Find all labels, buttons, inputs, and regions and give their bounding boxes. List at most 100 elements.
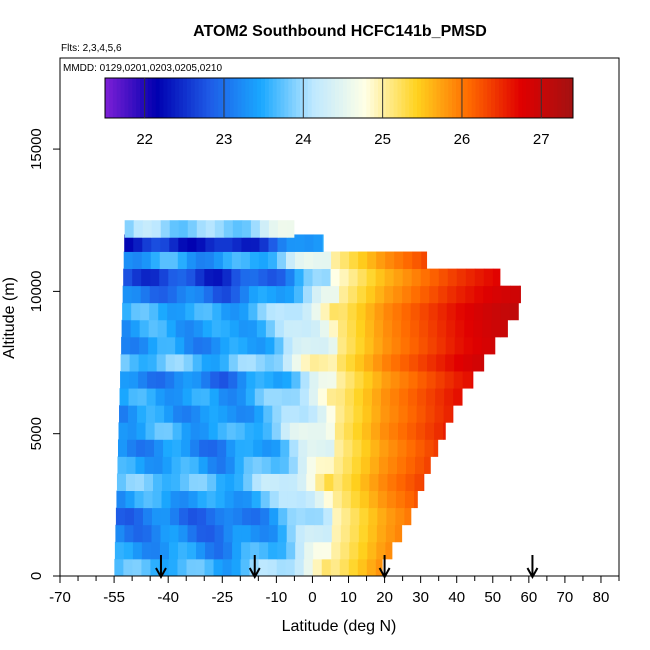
heatmap-cell: [357, 558, 368, 577]
heatmap-cell: [147, 354, 158, 372]
heatmap-cell: [356, 319, 366, 338]
heatmap-cell: [372, 388, 382, 406]
heatmap-cell: [384, 268, 395, 287]
heatmap-cell: [423, 473, 425, 492]
heatmap-cell: [287, 490, 298, 509]
heatmap-cell: [190, 439, 200, 457]
x-tick-label: 0: [308, 589, 316, 606]
heatmap-cell: [307, 422, 318, 440]
heatmap-cell: [126, 456, 136, 474]
heatmap-cell: [366, 268, 377, 287]
colorbar-segment: [311, 78, 317, 118]
heatmap-cell: [175, 336, 185, 355]
heatmap-cell: [282, 354, 293, 372]
colorbar-tick-label: 27: [533, 131, 550, 148]
colorbar-segment: [147, 78, 153, 118]
heatmap-cell: [141, 558, 151, 577]
colorbar-segment: [510, 78, 515, 118]
heatmap-cell: [294, 268, 304, 287]
heatmap-cell: [137, 388, 147, 406]
heatmap-cell: [149, 285, 160, 304]
heatmap-cell: [343, 422, 354, 440]
heatmap-cell: [404, 490, 415, 509]
heatmap-cell: [199, 439, 209, 457]
heatmap-cell: [285, 251, 296, 270]
heatmap-cell: [258, 251, 269, 270]
heatmap-cell: [290, 405, 300, 423]
heatmap-cell: [181, 439, 191, 457]
heatmap-cell: [409, 336, 420, 355]
colorbar-segment: [358, 78, 363, 118]
heatmap-cell: [115, 507, 126, 526]
heatmap-cell: [369, 473, 379, 492]
heatmap-cell: [132, 541, 143, 560]
colorbar-segment: [444, 78, 449, 118]
heatmap-cell: [471, 371, 474, 389]
heatmap-cell: [282, 371, 292, 389]
heatmap-cell: [386, 507, 396, 526]
heatmap-cell: [301, 336, 311, 355]
heatmap-cell: [281, 405, 291, 423]
x-tick-label: 10: [340, 589, 357, 606]
colorbar-segment: [428, 78, 434, 118]
colorbar-segment: [420, 78, 426, 118]
heatmap-cell: [321, 558, 332, 577]
heatmap-cell: [151, 524, 161, 543]
heatmap-cell: [124, 220, 135, 238]
heatmap-cell: [214, 541, 224, 560]
heatmap-cell: [291, 371, 301, 389]
y-tick-label: 0: [28, 572, 45, 580]
heatmap-cell: [240, 268, 250, 287]
heatmap-cell: [357, 285, 367, 304]
heatmap-cell: [164, 405, 174, 423]
heatmap-cell: [167, 285, 178, 304]
heatmap-cell: [346, 336, 356, 355]
heatmap-cell: [338, 302, 348, 321]
heatmap-cell: [330, 268, 340, 287]
heatmap-cell: [369, 456, 380, 474]
heatmap-cell: [195, 558, 205, 577]
heatmap-cell: [312, 558, 323, 577]
colorbar-segment: [378, 78, 383, 118]
heatmap-cell: [327, 371, 337, 389]
heatmap-cell: [277, 541, 287, 560]
heatmap-cell: [390, 371, 400, 389]
heatmap-cell: [291, 354, 302, 372]
heatmap-cell: [245, 405, 255, 423]
heatmap-cell: [259, 234, 269, 252]
heatmap-cell: [145, 439, 155, 457]
heatmap-cell: [348, 268, 359, 287]
heatmap-cell: [204, 558, 214, 577]
heatmap-cell: [148, 336, 158, 355]
heatmap-cell: [474, 268, 485, 287]
heatmap-cell: [491, 302, 502, 321]
heatmap-cell: [224, 490, 235, 509]
heatmap-cell: [273, 371, 283, 389]
heatmap-cell: [201, 371, 211, 389]
colorbar-segment: [526, 78, 531, 118]
heatmap-cell: [365, 302, 375, 321]
colorbar-segment: [405, 78, 410, 118]
heatmap-cell: [362, 405, 372, 423]
heatmap-cell: [260, 490, 271, 509]
colorbar-segment: [264, 78, 270, 118]
colorbar-segment: [225, 78, 231, 118]
colorbar-segment: [296, 78, 301, 118]
heatmap-cell: [375, 558, 383, 577]
heatmap-cell: [315, 473, 325, 492]
heatmap-cell: [393, 285, 403, 304]
heatmap-cell: [322, 234, 324, 252]
heatmap-cell: [141, 268, 151, 287]
heatmap-cell: [261, 473, 271, 492]
heatmap-cell: [382, 336, 392, 355]
heatmap-cell: [150, 251, 161, 270]
heatmap-cell: [142, 220, 153, 238]
heatmap-cell: [307, 439, 317, 457]
heatmap-cell: [151, 234, 161, 252]
heatmap-cell: [222, 251, 233, 270]
heatmap-cell: [410, 302, 421, 321]
colorbar-segment: [307, 78, 313, 118]
heatmap-cell: [201, 354, 212, 372]
heatmap-cell: [419, 319, 429, 338]
heatmap-cell: [296, 507, 306, 526]
